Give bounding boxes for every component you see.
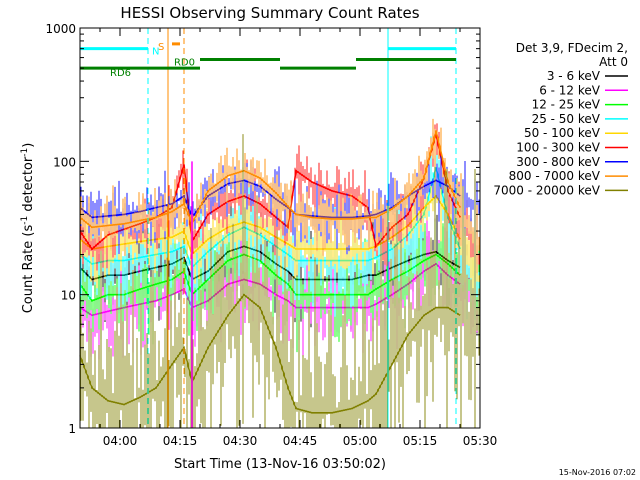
- mode-bar-label-2: RD0: [174, 58, 195, 69]
- legend-label-5: 100 - 300 keV: [516, 141, 600, 155]
- legend-title-line2: Att 0: [599, 55, 628, 69]
- timestamp: 15-Nov-2016 07:02: [559, 468, 636, 477]
- y-tick-label-3: 1000: [45, 22, 76, 36]
- mode-bar-1: S: [158, 42, 180, 53]
- legend-label-7: 800 - 7000 keV: [509, 169, 601, 183]
- y-label-mid: detector: [21, 156, 36, 216]
- y-tick-label-0: 1: [68, 422, 76, 436]
- series-7: [79, 118, 480, 273]
- mode-bar-label-1: S: [158, 42, 164, 53]
- x-tick-label-5: 05:15: [403, 434, 438, 448]
- mode-bar-0: N: [80, 47, 456, 58]
- y-tick-label-1: 10: [61, 289, 76, 303]
- x-tick-label-3: 04:45: [283, 434, 318, 448]
- legend-label-3: 25 - 50 keV: [532, 112, 601, 126]
- mode-bar-3: RD6: [80, 66, 356, 79]
- legend-label-8: 7000 - 20000 keV: [493, 183, 600, 197]
- legend-label-0: 3 - 6 keV: [547, 69, 601, 83]
- series-noise-8: [80, 134, 480, 428]
- series-noise-7: [80, 118, 480, 273]
- y-label-base: Count Rate (s: [21, 225, 36, 314]
- mode-bar-label-3: RD6: [110, 68, 131, 79]
- axis-layer: 04:00 04:15 04:30 04:45 05:00 05:15 05:30 1 10 10…: [45, 22, 497, 448]
- legend-label-2: 12 - 25 keV: [532, 98, 601, 112]
- y-tick-label-2: 100: [53, 155, 76, 169]
- y-label-exp2: -1: [20, 148, 30, 157]
- y-axis-label: Count Rate (s-1 detector-1): [20, 143, 36, 314]
- x-axis-label: Start Time (13-Nov-16 03:50:02): [174, 457, 386, 472]
- legend-title-line1: Det 3,9, FDecim 2,: [516, 41, 628, 55]
- x-tick-label-2: 04:30: [223, 434, 258, 448]
- x-tick-label-0: 04:00: [103, 434, 138, 448]
- y-label-end: ): [21, 143, 36, 148]
- x-tick-label-1: 04:15: [163, 434, 198, 448]
- data-layer: [79, 118, 480, 428]
- series-8: [79, 134, 480, 428]
- legend-label-6: 300 - 800 keV: [516, 155, 600, 169]
- x-tick-label-6: 05:30: [463, 434, 498, 448]
- chart-title: HESSI Observing Summary Count Rates: [120, 4, 419, 22]
- legend-label-1: 6 - 12 keV: [539, 83, 601, 97]
- y-label-exp1: -1: [20, 216, 30, 225]
- x-tick-label-4: 05:00: [343, 434, 378, 448]
- mode-bar-label-0: N: [152, 47, 159, 58]
- mode-bar-2: RD0: [174, 58, 456, 69]
- legend-label-4: 50 - 100 keV: [524, 126, 601, 140]
